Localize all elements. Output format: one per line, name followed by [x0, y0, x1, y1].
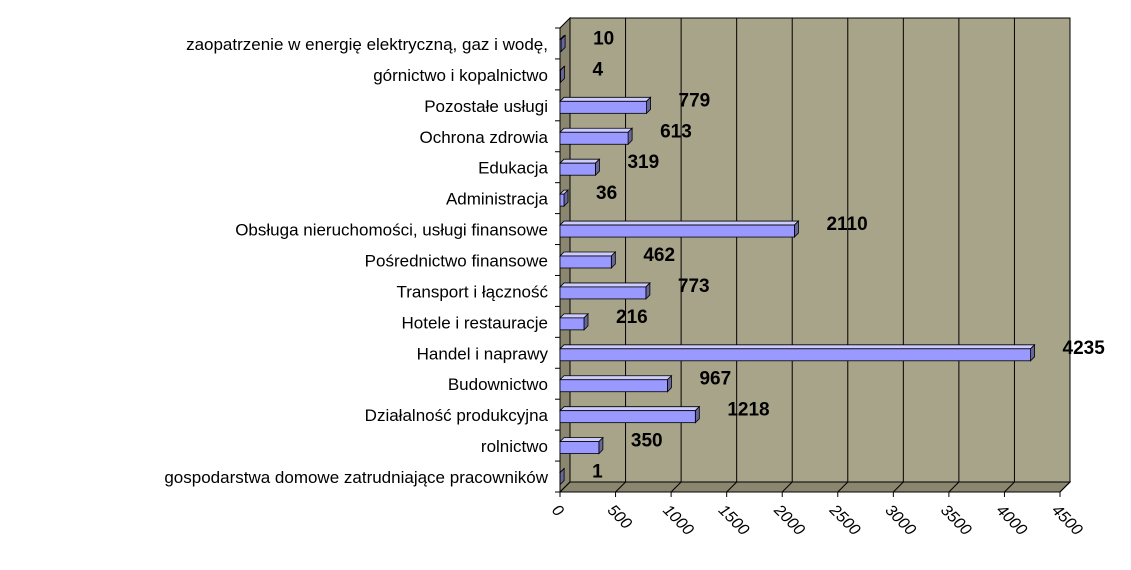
- x-tick-label: 1000: [659, 502, 696, 539]
- bar-top: [559, 96, 652, 102]
- bar: [559, 317, 585, 331]
- grid-line: [948, 481, 960, 493]
- y-tick-label: Ochrona zdrowia: [419, 128, 548, 147]
- grid-line: [670, 481, 682, 493]
- bar: [559, 286, 647, 300]
- bar-top: [559, 158, 601, 164]
- bar: [559, 100, 647, 114]
- data-label: 462: [643, 245, 675, 266]
- y-tick-label: Działalność produkcyjna: [365, 406, 549, 425]
- data-label: 2110: [826, 214, 867, 235]
- data-label: 773: [678, 276, 710, 297]
- bar: [559, 441, 600, 455]
- grid-line: [781, 481, 793, 493]
- bar-top: [559, 375, 673, 381]
- data-label: 36: [596, 183, 617, 204]
- data-label: 216: [616, 307, 648, 328]
- bar: [559, 39, 562, 52]
- y-tick-label: Transport i łączność: [397, 282, 549, 301]
- bar-top: [559, 344, 1036, 350]
- bar: [559, 255, 612, 269]
- grid-line: [615, 481, 626, 493]
- bar: [559, 410, 696, 424]
- y-tick-label: Pośrednictwo finansowe: [365, 251, 548, 270]
- y-tick-label: rolnictwo: [481, 437, 548, 456]
- bar-top: [559, 313, 589, 319]
- y-tick-label: Obsługa nieruchomości, usługi finansowe: [235, 221, 548, 240]
- bar-top: [559, 251, 617, 257]
- y-tick-label: górnictwo i kopalnictwo: [373, 66, 548, 85]
- bar: [559, 193, 565, 207]
- data-label: 1218: [727, 400, 769, 421]
- grid-line: [559, 481, 571, 493]
- bar-top: [559, 406, 701, 412]
- x-tick-label: 4500: [1048, 502, 1085, 539]
- y-tick-label: zaopatrzenie w energię elektryczną, gaz …: [186, 35, 548, 54]
- y-tick-label: Handel i naprawy: [417, 344, 549, 363]
- data-label: 10: [593, 28, 614, 49]
- bar-top: [559, 282, 651, 288]
- y-tick-label: Administracja: [446, 190, 549, 209]
- bar-top: [559, 127, 634, 133]
- grid-line: [1004, 481, 1015, 493]
- floor: [558, 481, 1072, 493]
- x-tick-label: 1500: [715, 502, 752, 539]
- data-label: 4: [592, 59, 603, 80]
- bar: [559, 162, 596, 176]
- x-tick-label: 4000: [993, 502, 1030, 539]
- data-label: 779: [679, 90, 711, 111]
- bar-top: [559, 220, 800, 226]
- data-label: 4235: [1063, 338, 1106, 359]
- data-label: 613: [660, 121, 692, 142]
- data-label: 1: [592, 462, 603, 483]
- x-tick-label: 2500: [825, 501, 863, 539]
- grid-line: [837, 481, 849, 493]
- data-label: 967: [699, 369, 731, 390]
- bar: [559, 224, 795, 238]
- x-tick-label: 3500: [937, 502, 974, 539]
- x-tick-label: 500: [604, 502, 635, 533]
- x-tick-label: 3000: [882, 502, 919, 539]
- bar-top: [559, 437, 604, 443]
- y-tick-label: gospodarstwa domowe zatrudniające pracow…: [164, 468, 548, 487]
- bar: [559, 379, 668, 393]
- grid-line: [726, 481, 738, 493]
- grid-line: [1059, 481, 1071, 493]
- y-tick-label: Pozostałe usługi: [424, 97, 548, 116]
- data-label: 319: [627, 152, 659, 173]
- bar: [559, 131, 629, 145]
- data-label: 350: [631, 431, 663, 452]
- x-tick-label: 0: [548, 502, 566, 520]
- x-tick-label: 2000: [770, 501, 808, 539]
- grid-line: [892, 481, 904, 493]
- y-tick-label: Edukacja: [478, 159, 548, 178]
- y-tick-label: Hotele i restauracje: [402, 313, 548, 332]
- y-tick-label: Budownictwo: [448, 375, 548, 394]
- bar: [559, 348, 1031, 362]
